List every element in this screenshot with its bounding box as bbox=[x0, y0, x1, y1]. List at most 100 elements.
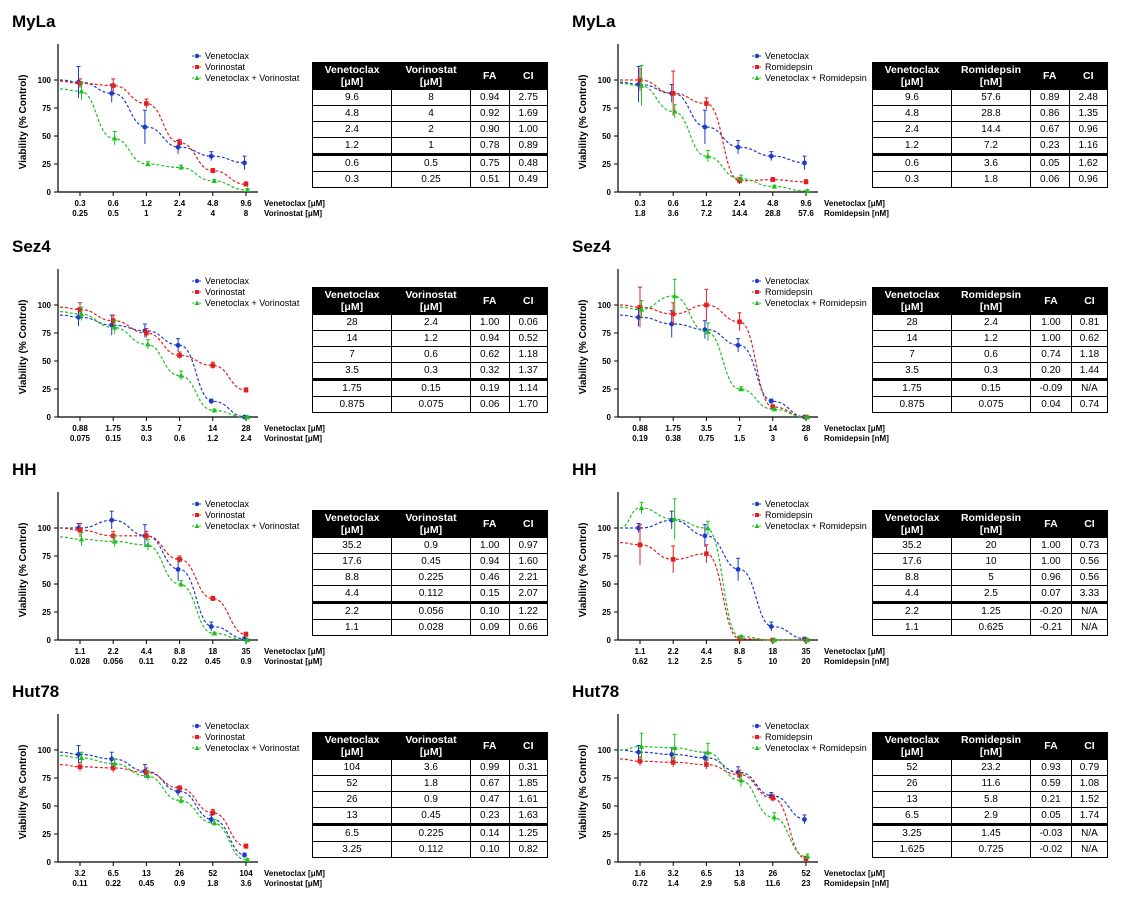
data-point-hdaci bbox=[737, 319, 742, 325]
table-cell: 0.46 bbox=[470, 569, 510, 586]
data-point-combination bbox=[705, 329, 711, 335]
table-cell: 2.2 bbox=[872, 602, 952, 620]
legend-marker bbox=[195, 513, 199, 517]
table-header: FA bbox=[1030, 62, 1070, 90]
legend-marker bbox=[755, 65, 759, 69]
x-tick-label: 8 bbox=[244, 209, 249, 218]
table-row: 17.6 0.45 0.94 1.60 bbox=[312, 553, 548, 570]
x-tick-label: 6.5 bbox=[108, 869, 120, 878]
data-point-combination bbox=[804, 853, 811, 859]
table-cell: 26 bbox=[872, 775, 952, 792]
x-tick-label: 0.19 bbox=[632, 434, 648, 443]
table-cell: 28 bbox=[872, 314, 952, 331]
table-cell: 0.51 bbox=[470, 171, 510, 188]
table-cell: 2.5 bbox=[951, 585, 1031, 604]
data-point-venetoclax bbox=[768, 398, 774, 404]
table-cell: 0.74 bbox=[1070, 396, 1109, 413]
data-point-combination bbox=[244, 637, 251, 643]
y-tick-label: 25 bbox=[42, 160, 51, 169]
x-tick-label: 3 bbox=[771, 434, 776, 443]
panel-1: MyLa 0 25 50 75 100 Viability (% Control) 0.3 1.… bbox=[566, 10, 1126, 235]
table-row: 26 11.6 0.59 1.08 bbox=[872, 775, 1109, 792]
data-point-combination bbox=[705, 525, 711, 531]
data-point-venetoclax bbox=[735, 342, 741, 348]
y-tick-label: 75 bbox=[42, 329, 51, 338]
y-tick-label: 50 bbox=[42, 580, 51, 589]
x-tick-label: 4.8 bbox=[207, 199, 219, 208]
x-tick-label: 13 bbox=[142, 869, 151, 878]
x-tick-label: 35 bbox=[242, 647, 251, 656]
y-tick-label: 50 bbox=[42, 357, 51, 366]
x-tick-label: 2.4 bbox=[240, 434, 252, 443]
table-row: 13 5.8 0.21 1.52 bbox=[872, 791, 1109, 808]
x-tick-label: 0.88 bbox=[632, 424, 648, 433]
table-cell: 0.23 bbox=[470, 807, 510, 826]
table-header: CI bbox=[508, 287, 548, 315]
table-cell: 52 bbox=[312, 775, 392, 792]
x-tick-label: 0.11 bbox=[72, 879, 88, 888]
x-tick-label: 8.8 bbox=[734, 647, 746, 656]
fit-curve-1 bbox=[620, 79, 807, 183]
ci-table: Venetoclax [μM] Romidepsin [nM] FA CI 28 2.4 1… bbox=[872, 287, 1109, 413]
data-point-combination bbox=[705, 749, 711, 755]
dose-response-plot: 0 25 50 75 100 Viability (% Control) 0.30.25 0.… bbox=[18, 44, 325, 218]
x-tick-label: 3.2 bbox=[668, 869, 680, 878]
x-tick-label: 0.3 bbox=[141, 434, 153, 443]
y-tick-label: 100 bbox=[598, 76, 612, 85]
table-cell: 14 bbox=[872, 330, 952, 347]
x-tick-label: 0.6 bbox=[108, 199, 120, 208]
table-row: 3.25 0.112 0.10 0.82 bbox=[312, 841, 548, 858]
x-tick-label: 5.8 bbox=[734, 879, 746, 888]
y-tick-label: 50 bbox=[602, 132, 611, 141]
data-point-hdaci bbox=[77, 81, 83, 86]
table-cell: 0.32 bbox=[470, 362, 510, 381]
table-cell: 0.49 bbox=[508, 171, 548, 188]
table-cell: 0.73 bbox=[1070, 537, 1109, 554]
table-cell: 0.6 bbox=[872, 154, 952, 172]
data-point-hdaci bbox=[210, 596, 216, 601]
table-cell: 0.47 bbox=[470, 791, 510, 808]
x-tick-label: 2.4 bbox=[174, 199, 186, 208]
table-row: 52 1.8 0.67 1.85 bbox=[312, 775, 548, 792]
data-point-venetoclax bbox=[702, 533, 708, 539]
table-cell: 2.2 bbox=[312, 602, 392, 620]
data-point-combination bbox=[78, 88, 85, 94]
y-tick-label: 75 bbox=[602, 104, 611, 113]
data-point-combination bbox=[78, 755, 85, 761]
table-row: 17.6 10 1.00 0.56 bbox=[872, 553, 1109, 570]
x-tick-label: 1.6 bbox=[634, 869, 646, 878]
ci-table: Venetoclax [μM] Vorinostat [μM] FA CI 104 3.6… bbox=[312, 732, 548, 858]
data-point-combination bbox=[211, 407, 218, 413]
x-tick-label: 28 bbox=[242, 424, 251, 433]
x-tick-label: 3.2 bbox=[74, 869, 86, 878]
table-header: CI bbox=[1070, 732, 1109, 760]
x-tick-label: 4.4 bbox=[141, 647, 153, 656]
table-cell: 20 bbox=[951, 537, 1031, 554]
y-tick-label: 25 bbox=[42, 608, 51, 617]
table-header: Venetoclax [μM] bbox=[872, 287, 952, 315]
y-tick-label: 50 bbox=[42, 132, 51, 141]
table-cell: 0.48 bbox=[508, 154, 548, 172]
table-cell: 52 bbox=[872, 759, 952, 776]
data-point-venetoclax bbox=[735, 144, 741, 150]
table-cell: 0.97 bbox=[508, 537, 548, 554]
y-tick-label: 100 bbox=[598, 524, 612, 533]
legend-label: Romidepsin bbox=[765, 510, 813, 520]
data-point-hdaci bbox=[704, 302, 709, 308]
y-tick-label: 100 bbox=[38, 524, 52, 533]
x-tick-label: 2.5 bbox=[701, 657, 713, 666]
data-point-combination bbox=[78, 311, 85, 317]
legend-label: Vorinostat bbox=[205, 287, 246, 297]
table-cell: 0.45 bbox=[391, 553, 471, 570]
legend-marker bbox=[754, 745, 760, 750]
data-point-venetoclax bbox=[768, 153, 774, 159]
table-cell: 7 bbox=[872, 346, 952, 363]
table-cell: 0.79 bbox=[1070, 759, 1109, 776]
table-cell: 35.2 bbox=[872, 537, 952, 554]
fit-curve-0 bbox=[620, 519, 807, 640]
table-cell: 3.5 bbox=[872, 362, 952, 381]
table-cell: 0.9 bbox=[391, 537, 471, 554]
table-cell: 1.14 bbox=[508, 379, 548, 397]
fit-curve-0 bbox=[59, 751, 247, 856]
x-tick-label: 0.5 bbox=[108, 209, 120, 218]
